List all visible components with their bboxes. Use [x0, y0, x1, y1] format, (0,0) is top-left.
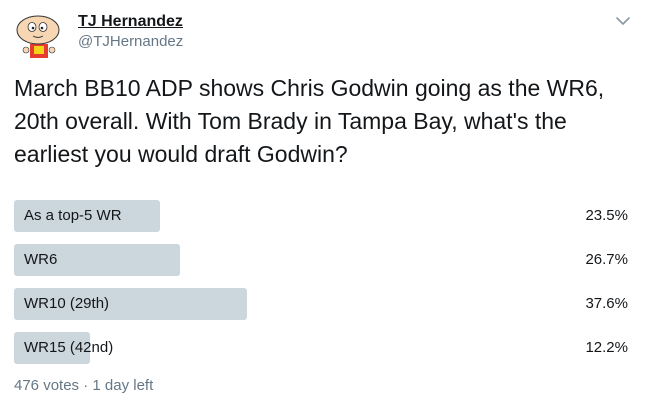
tweet-header: TJ Hernandez @TJHernandez	[12, 8, 183, 60]
user-info: TJ Hernandez @TJHernandez	[78, 12, 183, 52]
poll-meta: 476 votes · 1 day left	[14, 377, 154, 394]
poll-option: As a top-5 WR 23.5%	[14, 200, 628, 232]
avatar[interactable]	[12, 8, 64, 60]
author-handle[interactable]: @TJHernandez	[78, 33, 184, 50]
poll-option-label: WR10 (29th)	[24, 295, 110, 312]
poll-option-percent: 23.5%	[585, 207, 628, 224]
poll-option-percent: 37.6%	[585, 295, 628, 312]
poll-bar	[14, 332, 90, 364]
poll: As a top-5 WR 23.5% WR6 26.7% WR10 (29th…	[14, 200, 628, 376]
poll-option-label: WR6	[24, 251, 58, 268]
poll-bar	[14, 200, 160, 232]
poll-bar	[14, 244, 180, 276]
poll-option: WR6 26.7%	[14, 244, 628, 276]
chevron-down-icon	[616, 17, 630, 25]
author-display-name[interactable]: TJ Hernandez	[78, 13, 183, 30]
more-options-button[interactable]	[614, 14, 632, 28]
poll-option: WR15 (42nd) 12.2%	[14, 332, 628, 364]
poll-option-percent: 12.2%	[585, 339, 628, 356]
poll-option: WR10 (29th) 37.6%	[14, 288, 628, 320]
poll-option-percent: 26.7%	[585, 251, 628, 268]
poll-option-label: As a top-5 WR	[24, 207, 122, 224]
poll-bar	[14, 288, 247, 320]
tweet-text: March BB10 ADP shows Chris Godwin going …	[14, 75, 605, 167]
poll-option-label: WR15 (42nd)	[24, 339, 114, 356]
stewie-avatar-icon	[12, 8, 64, 60]
